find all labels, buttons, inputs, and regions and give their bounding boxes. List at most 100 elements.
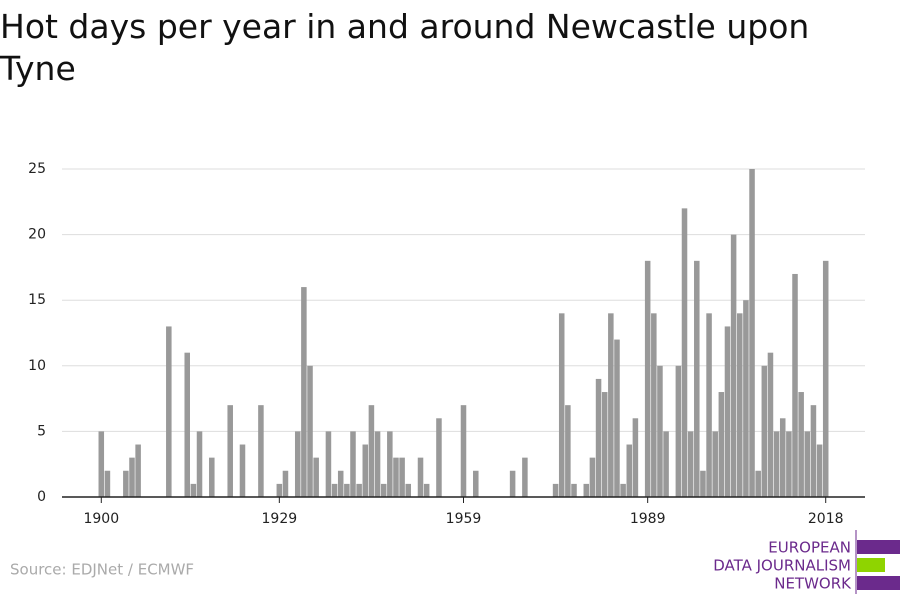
bar [313,457,319,497]
bar [405,483,412,497]
logo-bar [857,576,900,590]
bar [755,470,761,497]
bar [460,405,467,497]
x-tick-label: 1989 [630,511,666,527]
bar [718,392,725,497]
bar [294,431,301,497]
bar [724,326,731,497]
bar [227,405,233,497]
bar [798,392,804,497]
logo-text: EUROPEAN [768,539,851,557]
bar [816,444,823,497]
bar [337,470,344,497]
bar [779,418,786,497]
bar [644,260,651,497]
bar [761,365,768,497]
bar [822,260,829,497]
x-tick-label: 1929 [262,511,298,527]
bar [804,431,811,497]
bar [651,313,657,497]
y-tick-label: 0 [37,489,46,505]
bar [129,457,135,497]
bar [104,470,111,497]
y-tick-label: 20 [28,227,46,243]
x-tick-label: 1959 [446,511,482,527]
bar [380,483,387,497]
bar [736,313,743,497]
bar [325,431,332,497]
bar [589,457,596,497]
bar [810,405,817,497]
bar [663,431,669,497]
bar [417,457,424,497]
bar [282,470,289,497]
bar [387,431,393,497]
x-tick-label: 1900 [83,511,119,527]
y-tick-label: 15 [28,292,46,308]
bar [356,483,362,497]
bar [632,418,639,497]
bar [687,431,694,497]
bar [743,300,749,497]
bar [350,431,356,497]
bar [423,483,430,497]
bar [681,208,688,498]
bar [184,352,191,497]
y-tick-label: 10 [28,358,46,374]
bar [730,234,737,497]
bar [657,365,663,497]
bar [190,483,197,497]
bar [675,365,682,497]
bar [767,352,774,497]
bar [620,483,626,497]
bar [595,378,602,497]
bar [786,431,792,497]
bar [239,444,246,497]
bar [393,457,399,497]
bar [773,431,780,497]
y-tick-label: 25 [28,161,46,177]
bar [571,483,577,497]
bar [706,313,712,497]
bar [565,405,571,497]
bar [700,470,706,497]
chart-title: Hot days per year in and around Newcastl… [0,7,810,88]
bar [307,365,313,497]
bar [258,405,264,497]
bar [601,392,608,497]
logo-bar [857,540,900,554]
logo-text: DATA JOURNALISM [713,557,851,575]
bar [509,470,516,497]
bar [166,326,172,497]
bar [331,483,338,497]
bar [694,260,700,497]
bar [98,431,105,497]
bar [749,169,755,497]
bar [276,483,283,497]
bar [552,483,559,497]
bar [522,457,528,497]
bar [608,313,614,497]
bar [626,444,633,497]
bar [473,470,479,497]
bar [712,431,718,497]
x-tick-label: 2018 [808,511,844,527]
bar [368,405,375,497]
bar [209,457,215,497]
bar [196,431,203,497]
bar [583,483,590,497]
bar [344,483,350,497]
logo-bar [857,558,885,572]
y-tick-label: 5 [37,423,46,439]
bar [362,444,369,497]
bar [135,444,141,497]
bar [374,431,381,497]
bar [399,457,405,497]
bar [558,313,565,497]
bar [301,287,307,497]
bar [614,339,620,497]
bar [123,470,129,497]
logo-text: NETWORK [774,575,852,593]
